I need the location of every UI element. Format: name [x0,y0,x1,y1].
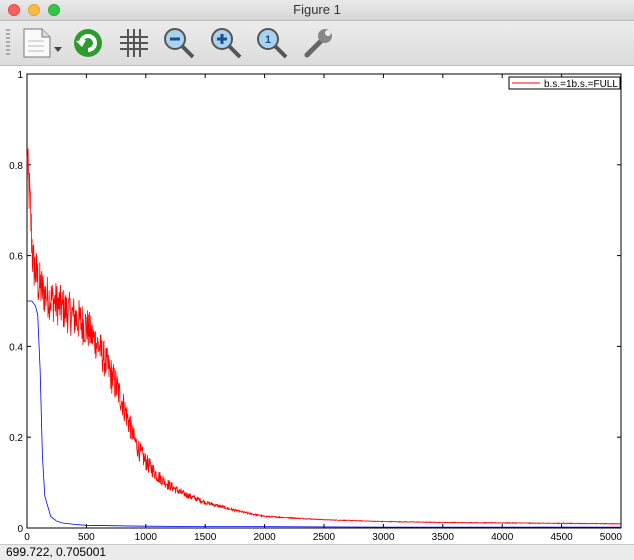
y-tick-label: 0.8 [9,161,23,172]
cursor-coordinates: 699.722, 0.705001 [6,545,107,559]
zoom-in-icon [211,28,242,59]
x-tick-label: 3000 [372,532,395,543]
y-tick-label: 0.2 [9,433,23,444]
x-tick-label: 1500 [194,532,217,543]
y-tick-label: 0.6 [9,252,23,263]
x-tick-label: 2000 [253,532,276,543]
grid-icon [120,29,148,57]
y-tick-label: 0 [17,524,23,535]
legend-box [508,76,621,90]
x-tick-label: 3500 [432,532,455,543]
toolbar: 1 [0,21,634,66]
window-title: Figure 1 [293,2,341,17]
y-tick-label: 0.4 [9,342,23,353]
zoom-out-button[interactable] [161,25,197,61]
x-tick-label: 1000 [135,532,158,543]
series-line-blue [27,300,621,528]
close-window-button[interactable] [8,4,20,16]
x-tick-label: 5000 [600,532,623,543]
title-bar: Figure 1 [0,0,634,21]
series-line-red [26,148,621,525]
wrench-icon [304,29,332,58]
zoom-in-button[interactable] [208,25,244,61]
x-tick-label: 500 [78,532,95,543]
new-document-button[interactable] [18,25,64,61]
plot-area [26,73,622,529]
y-tick-label: 1 [17,70,23,81]
refresh-button[interactable] [70,25,106,61]
toolbar-grip[interactable] [6,29,10,57]
zoom-reset-icon: 1 [257,28,288,59]
new-document-icon [23,28,62,58]
grid-button[interactable] [116,25,152,61]
line-chart: 0 500 1000 1500 2000 2500 3000 3500 4000 4500 5000… [9,70,623,543]
zoom-reset-button[interactable]: 1 [254,25,290,61]
x-tick-label: 4500 [550,532,573,543]
x-tick-label: 2500 [313,532,336,543]
minimize-window-button[interactable] [28,4,40,16]
zoom-out-icon [164,28,195,59]
x-tick-label: 0 [24,532,30,543]
refresh-icon [74,29,102,57]
maximize-window-button[interactable] [48,4,60,16]
wrench-button[interactable] [300,25,336,61]
status-bar: 699.722, 0.705001 [0,544,634,560]
zoom-reset-glyph: 1 [265,34,271,46]
x-tick-label: 4000 [491,532,514,543]
legend: b.s.=1b.s.=FULL [508,76,621,90]
legend-label: b.s.=1b.s.=FULL [544,79,618,90]
plot-canvas[interactable]: 0 500 1000 1500 2000 2500 3000 3500 4000 4500 5000… [0,66,634,544]
